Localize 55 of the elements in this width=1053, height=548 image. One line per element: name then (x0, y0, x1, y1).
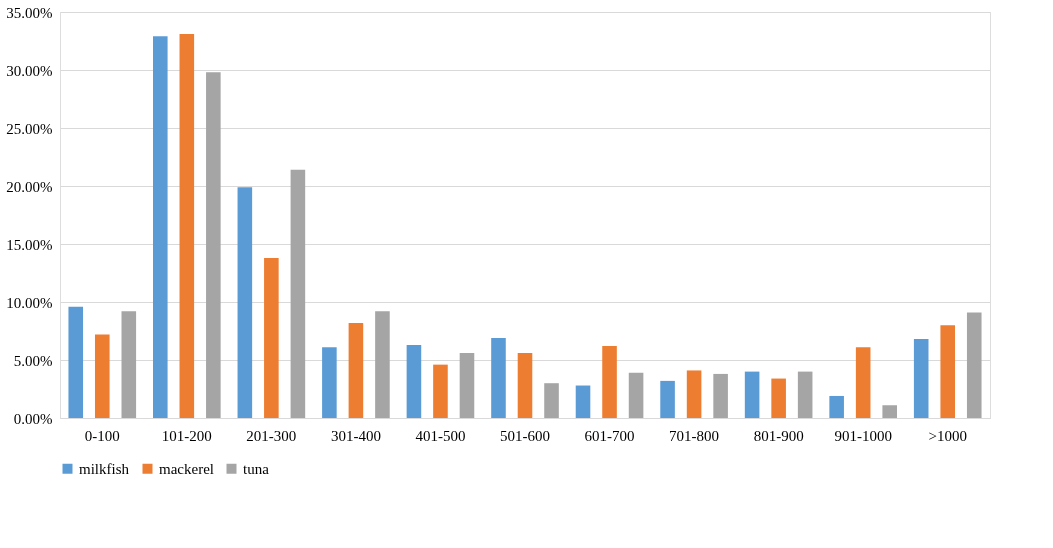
bar (575, 385, 591, 418)
y-tick-label: 25.00% (6, 120, 53, 137)
bar (829, 395, 844, 418)
bar (68, 306, 84, 418)
x-tick-label: 301-400 (330, 427, 381, 444)
bar (433, 364, 448, 418)
x-tick-label: 201-300 (246, 427, 297, 444)
legend-label: mackerel (159, 460, 214, 477)
bar (179, 34, 195, 418)
y-tick-label: 10.00% (6, 294, 53, 311)
bar (686, 370, 702, 418)
x-tick-label: 0-100 (84, 427, 120, 444)
bar (94, 334, 110, 418)
bar (322, 347, 337, 418)
x-tick-label: >1000 (928, 427, 967, 444)
bar (348, 322, 364, 418)
y-tick-label: 30.00% (6, 62, 53, 79)
y-tick-label: 15.00% (6, 236, 53, 253)
bar (628, 372, 644, 418)
bar (771, 378, 786, 418)
bar (602, 346, 617, 418)
x-tick-label: 401-500 (415, 427, 466, 444)
bar (206, 72, 221, 418)
bar (660, 380, 675, 418)
x-tick-label: 901-1000 (834, 427, 892, 444)
legend-label: milkfish (79, 460, 130, 477)
bar (797, 371, 813, 418)
legend-label: tuna (243, 460, 270, 477)
bar (290, 169, 306, 418)
bar (375, 311, 390, 418)
bar (855, 347, 871, 418)
bar (544, 383, 559, 418)
bar (713, 373, 728, 418)
y-tick-label: 35.00% (6, 4, 53, 21)
bar (264, 257, 279, 418)
bar (966, 312, 982, 418)
bar (121, 311, 137, 418)
x-tick-label: 601-700 (584, 427, 635, 444)
bar (153, 36, 168, 418)
x-tick-label: 501-600 (500, 427, 550, 444)
bar (744, 371, 760, 418)
y-tick-label: 20.00% (6, 178, 53, 195)
y-tick-label: 0.00% (13, 410, 53, 427)
bar (940, 325, 956, 418)
bar (459, 353, 475, 418)
bar (517, 353, 533, 418)
x-tick-label: 801-900 (753, 427, 804, 444)
bar (882, 405, 897, 418)
x-tick-label: 701-800 (669, 427, 720, 444)
bar (913, 339, 929, 418)
bar (491, 337, 506, 418)
y-tick-label: 5.00% (13, 352, 53, 369)
bar (237, 187, 253, 418)
x-tick-label: 101-200 (161, 427, 212, 444)
bar (406, 344, 422, 418)
